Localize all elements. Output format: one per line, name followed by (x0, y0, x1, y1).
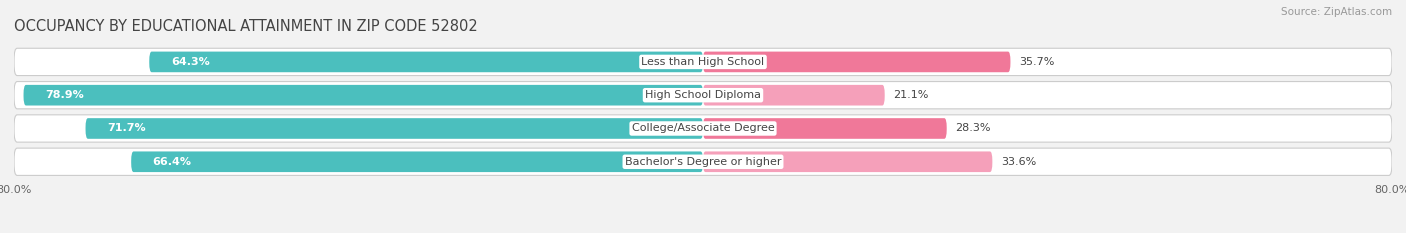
FancyBboxPatch shape (703, 151, 993, 172)
FancyBboxPatch shape (14, 148, 1392, 175)
FancyBboxPatch shape (14, 48, 1392, 75)
FancyBboxPatch shape (703, 85, 884, 106)
Text: 71.7%: 71.7% (107, 123, 146, 134)
Text: 21.1%: 21.1% (893, 90, 929, 100)
Text: High School Diploma: High School Diploma (645, 90, 761, 100)
FancyBboxPatch shape (131, 151, 703, 172)
FancyBboxPatch shape (86, 118, 703, 139)
Text: Source: ZipAtlas.com: Source: ZipAtlas.com (1281, 7, 1392, 17)
FancyBboxPatch shape (149, 51, 703, 72)
Text: Less than High School: Less than High School (641, 57, 765, 67)
Text: Bachelor's Degree or higher: Bachelor's Degree or higher (624, 157, 782, 167)
FancyBboxPatch shape (14, 82, 1392, 109)
FancyBboxPatch shape (14, 115, 1392, 142)
FancyBboxPatch shape (703, 51, 1011, 72)
Text: OCCUPANCY BY EDUCATIONAL ATTAINMENT IN ZIP CODE 52802: OCCUPANCY BY EDUCATIONAL ATTAINMENT IN Z… (14, 19, 478, 34)
Text: College/Associate Degree: College/Associate Degree (631, 123, 775, 134)
Text: 35.7%: 35.7% (1019, 57, 1054, 67)
Text: 66.4%: 66.4% (153, 157, 191, 167)
Text: 33.6%: 33.6% (1001, 157, 1036, 167)
Text: 64.3%: 64.3% (170, 57, 209, 67)
Text: 78.9%: 78.9% (45, 90, 84, 100)
Text: 28.3%: 28.3% (955, 123, 991, 134)
FancyBboxPatch shape (24, 85, 703, 106)
FancyBboxPatch shape (703, 118, 946, 139)
